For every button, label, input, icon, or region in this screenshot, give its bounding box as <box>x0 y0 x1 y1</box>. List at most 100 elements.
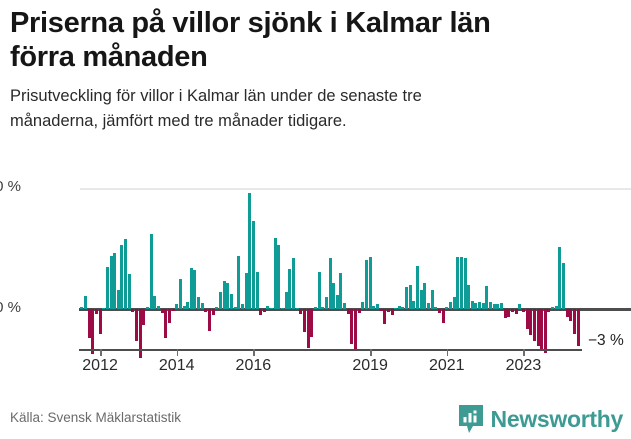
chart-bar <box>171 309 175 311</box>
chart-bar <box>368 257 372 310</box>
chart-bar <box>364 259 368 310</box>
chart-bar <box>233 306 237 310</box>
chart-bar <box>474 303 478 310</box>
chart-bar <box>131 309 135 312</box>
chart-footer: Källa: Svensk Mäklarstatistik Newsworthy <box>0 400 631 439</box>
chart-bar <box>383 309 387 324</box>
chart-bar <box>532 309 536 341</box>
chart-bar <box>397 305 401 310</box>
page-subtitle: Prisutveckling för villor i Kalmar län u… <box>10 87 422 130</box>
chart-bar <box>219 292 222 310</box>
chart-bar <box>127 274 131 310</box>
chart-bar <box>445 306 449 310</box>
page-title: Priserna på villor sjönk i Kalmar län fö… <box>10 7 491 73</box>
chart-bar <box>463 258 467 310</box>
chart-bar <box>507 309 511 317</box>
x-axis-tick-mark <box>253 349 255 356</box>
chart-bar <box>142 309 146 326</box>
y-axis-tick-label: 10 % <box>0 177 21 195</box>
chart-bar <box>412 300 416 310</box>
chart-bar <box>91 309 95 355</box>
chart-bar <box>328 258 332 310</box>
x-axis-tick-mark <box>523 349 525 356</box>
chart-bar <box>500 303 504 310</box>
chart-bar <box>299 309 303 315</box>
chart-bar <box>259 309 263 316</box>
chart-bar <box>343 303 347 310</box>
chart-bar <box>514 309 518 315</box>
chart-bar <box>317 271 321 310</box>
chart-bar <box>346 309 350 315</box>
chart-bar <box>138 309 142 358</box>
chart-bar <box>496 304 500 310</box>
chart-bar <box>240 304 244 310</box>
chart-bar <box>441 309 445 323</box>
chart-bar <box>543 309 547 353</box>
chart-bar <box>113 253 117 310</box>
x-axis-tick-label: 2019 <box>352 357 388 374</box>
chart-bar <box>470 300 474 310</box>
chart-bar <box>372 305 376 310</box>
chart-bar <box>339 272 343 310</box>
chart-bar <box>379 309 383 311</box>
x-axis-tick-mark <box>176 349 179 356</box>
chart-bar <box>302 309 306 333</box>
chart-bar <box>547 309 551 312</box>
chart-bar <box>149 234 153 310</box>
chart-bar <box>273 237 277 310</box>
chart-bar <box>306 309 310 349</box>
chart-bar <box>215 306 219 310</box>
last-value-annotation: −3 % <box>588 331 624 349</box>
x-axis-tick-mark <box>100 349 102 356</box>
chart-bar <box>164 309 168 339</box>
chart-bar <box>492 304 496 310</box>
chart-bar <box>102 307 106 310</box>
chart-bars <box>80 183 580 358</box>
chart-bar <box>485 286 489 310</box>
chart-bar <box>193 270 197 310</box>
chart-bar <box>313 306 317 310</box>
chart-bar <box>255 271 259 310</box>
chart-bar <box>386 309 390 312</box>
chart-bar <box>423 282 427 310</box>
chart-bar <box>481 303 485 310</box>
chart-bar <box>434 306 438 310</box>
chart-bar <box>569 309 573 322</box>
chart-bar <box>281 307 285 310</box>
chart-bar <box>408 285 412 310</box>
x-axis-tick-label: 2012 <box>82 357 118 374</box>
chart-bar <box>335 294 339 310</box>
chart-bar <box>576 309 580 346</box>
chart-bar <box>540 309 544 351</box>
chart-bar <box>156 305 160 310</box>
y-axis-tick-label: 0 % <box>0 299 21 317</box>
chart-bar <box>292 258 295 310</box>
chart-bar <box>244 272 248 310</box>
chart-bar <box>350 309 354 345</box>
chart-bar <box>222 281 226 310</box>
chart-plot-area: 10 % 0 % −3 % <box>0 178 631 358</box>
chart-bar <box>419 289 423 310</box>
chart-bar <box>510 309 514 312</box>
chart-bar <box>394 307 398 310</box>
chart-bar <box>262 309 266 312</box>
chart-bar <box>182 305 186 310</box>
chart-bar <box>87 309 91 339</box>
chart-bar <box>146 306 150 310</box>
chart-bar <box>459 257 463 310</box>
chart-bar <box>197 297 201 310</box>
chart-bar <box>124 238 128 310</box>
chart-bar <box>178 278 182 310</box>
chart-bar <box>237 255 241 310</box>
x-axis-tick-mark <box>446 349 449 356</box>
chart-bar <box>565 309 569 317</box>
x-axis-tick-label: 2016 <box>235 357 272 374</box>
chart-bar <box>189 268 193 310</box>
chart-bar <box>116 289 120 310</box>
chart-bar <box>521 309 525 312</box>
chart-bar <box>390 309 394 316</box>
chart-bar <box>437 309 441 313</box>
chart-bar <box>80 306 84 310</box>
chart-bar <box>83 295 87 310</box>
